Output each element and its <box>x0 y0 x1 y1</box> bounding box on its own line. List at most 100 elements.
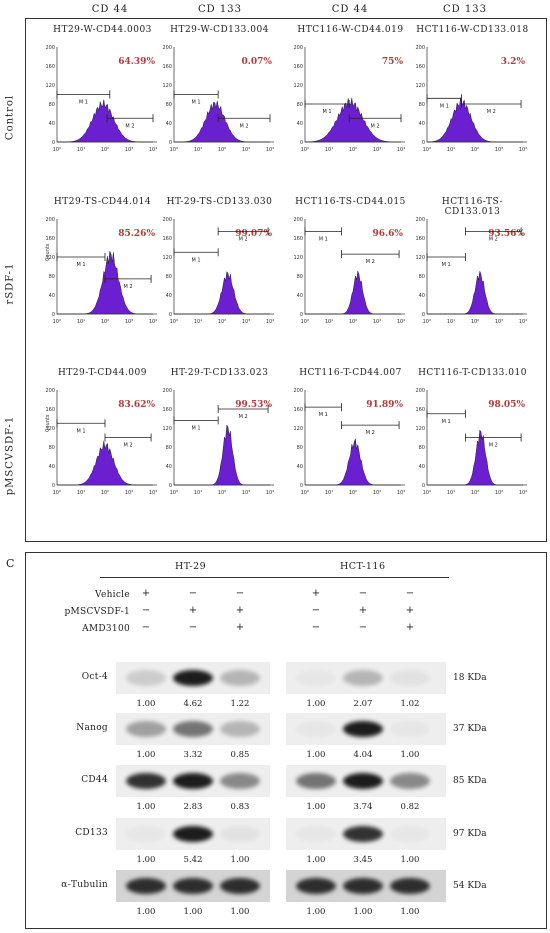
histogram-panel: HT29-T-CD44.009 83.62% 0 40 80 120 160 200 10° 10… <box>45 368 163 528</box>
protein-label: CD44 <box>81 775 108 785</box>
y-tick-label: 200 <box>293 217 303 223</box>
gate-label: M 1 <box>192 100 201 106</box>
x-tick-label: 10¹ <box>194 147 202 153</box>
protein-band <box>390 826 430 842</box>
protein-band <box>343 670 383 686</box>
condition-label: Vehicle <box>94 590 130 600</box>
y-tick-label: 200 <box>45 217 55 223</box>
treatment-sign: + <box>358 605 368 616</box>
gate-marker <box>341 421 400 430</box>
y-tick-label: 0 <box>52 140 55 146</box>
positive-percentage: 75% <box>381 57 403 67</box>
gate-marker <box>304 100 350 108</box>
y-tick-label: 40 <box>166 121 172 127</box>
y-tick-label: 160 <box>162 236 172 242</box>
positive-percentage: 96.6% <box>372 229 403 239</box>
molecular-weight-label: 54 KDa <box>453 881 487 891</box>
histogram-panel: HCT116-W-CD133.018 3.2% 0 40 80 120 160 200 10° 1… <box>415 25 533 185</box>
densitometry-value: 1.00 <box>400 907 420 917</box>
densitometry-value: 1.00 <box>306 699 326 709</box>
histogram-title: HCT116-TS-CD133.013 <box>441 197 504 217</box>
histogram-title: HT-29-TS-CD133.030 <box>166 197 273 207</box>
protein-band <box>390 670 430 686</box>
gate-label: M 1 <box>76 262 85 268</box>
protein-band <box>126 670 166 686</box>
y-tick-label: 80 <box>419 274 425 280</box>
protein-band <box>220 721 260 737</box>
y-tick-label: 160 <box>293 236 303 242</box>
densitometry-value: 1.00 <box>230 855 250 865</box>
y-tick-label: 0 <box>300 483 303 489</box>
x-tick-label: 10³ <box>495 319 503 325</box>
gate-marker <box>426 253 466 261</box>
y-tick-label: 200 <box>162 217 172 223</box>
histogram-distribution <box>427 429 523 486</box>
histogram-plot: 0 40 80 120 160 200 10° 10¹ 10² 10³ 10⁴ M 1 M 2 <box>162 45 274 153</box>
protein-band <box>173 670 213 686</box>
histogram-plot: 0 40 80 120 160 200 10° 10¹ 10² 10³ 10⁴ M 1 M 2 <box>293 217 405 325</box>
y-tick-label: 120 <box>415 255 425 261</box>
column-header-cd44-hct116: CD 44 <box>331 4 369 15</box>
gate-label: M 2 <box>487 109 496 115</box>
x-tick-label: 10° <box>170 319 179 325</box>
histogram-plot: 0 40 80 120 160 200 10° 10¹ 10² 10³ 10⁴ Counts M 1 M … <box>45 217 157 325</box>
y-tick-label: 160 <box>415 407 425 413</box>
y-tick-label: 80 <box>49 445 55 451</box>
histogram-title: HT29-T-CD44.009 <box>57 368 147 378</box>
densitometry-value: 1.00 <box>306 855 326 865</box>
protein-band <box>390 878 430 894</box>
gate-marker <box>173 248 219 257</box>
protein-band <box>296 878 336 894</box>
gate-label: M 1 <box>442 262 451 268</box>
protein-band <box>173 773 213 789</box>
gate-label: M 2 <box>489 236 498 242</box>
y-tick-label: 80 <box>166 102 172 108</box>
y-tick-label: 40 <box>49 464 55 470</box>
y-tick-label: 80 <box>419 102 425 108</box>
y-tick-label: 80 <box>166 274 172 280</box>
x-tick-label: 10³ <box>125 490 133 496</box>
protein-band <box>220 826 260 842</box>
positive-percentage: 83.62% <box>118 400 155 410</box>
treatment-sign: − <box>188 588 198 599</box>
x-tick-label: 10° <box>301 147 310 153</box>
y-tick-label: 160 <box>45 236 55 242</box>
y-tick-label: 200 <box>293 388 303 394</box>
treatment-sign: − <box>311 605 321 616</box>
gate-marker <box>173 90 219 99</box>
gate-marker <box>104 433 152 442</box>
x-tick-label: 10¹ <box>77 147 85 153</box>
histogram-panel: HT-29-TS-CD133.030 99.07% 0 40 80 120 160 200 10… <box>162 197 280 357</box>
x-tick-label: 10¹ <box>447 319 455 325</box>
gate-label: M 1 <box>319 412 328 418</box>
histogram-plot: 0 40 80 120 160 200 10° 10¹ 10² 10³ 10⁴ M 1 M 2 <box>293 388 405 496</box>
densitometry-value: 1.00 <box>183 907 203 917</box>
row-label-control: Control <box>4 94 16 141</box>
protein-band <box>173 878 213 894</box>
gate-marker <box>341 250 400 259</box>
y-tick-label: 120 <box>162 83 172 89</box>
y-tick-label: 120 <box>415 426 425 432</box>
gate-marker <box>465 227 522 236</box>
histogram-panel: HT29-W-CD133.004 0.07% 0 40 80 120 160 200 10° 10… <box>162 25 280 185</box>
y-tick-label: 120 <box>162 255 172 261</box>
positive-percentage: 99.07% <box>235 229 272 239</box>
x-tick-label: 10¹ <box>325 147 333 153</box>
histogram-distribution <box>57 440 153 486</box>
densitometry-value: 1.00 <box>306 907 326 917</box>
x-tick-label: 10² <box>101 147 109 153</box>
histogram-panel: HCT116-TS-CD133.013 93.56% 0 40 80 120 160 200 1… <box>415 197 533 357</box>
row-label-pmscvsdf1: pMSCVSDF-1 <box>4 415 16 496</box>
y-tick-label: 40 <box>419 293 425 299</box>
x-tick-label: 10² <box>218 147 226 153</box>
y-tick-label: 200 <box>415 388 425 394</box>
x-tick-label: 10² <box>349 490 357 496</box>
densitometry-value: 2.07 <box>353 699 373 709</box>
y-tick-label: 160 <box>162 64 172 70</box>
molecular-weight-label: 18 KDa <box>453 673 487 683</box>
positive-percentage: 98.05% <box>488 400 525 410</box>
y-tick-label: 40 <box>297 293 303 299</box>
gate-label: M 1 <box>323 109 332 115</box>
y-tick-label: 0 <box>300 140 303 146</box>
gate-label: M 2 <box>123 443 132 449</box>
